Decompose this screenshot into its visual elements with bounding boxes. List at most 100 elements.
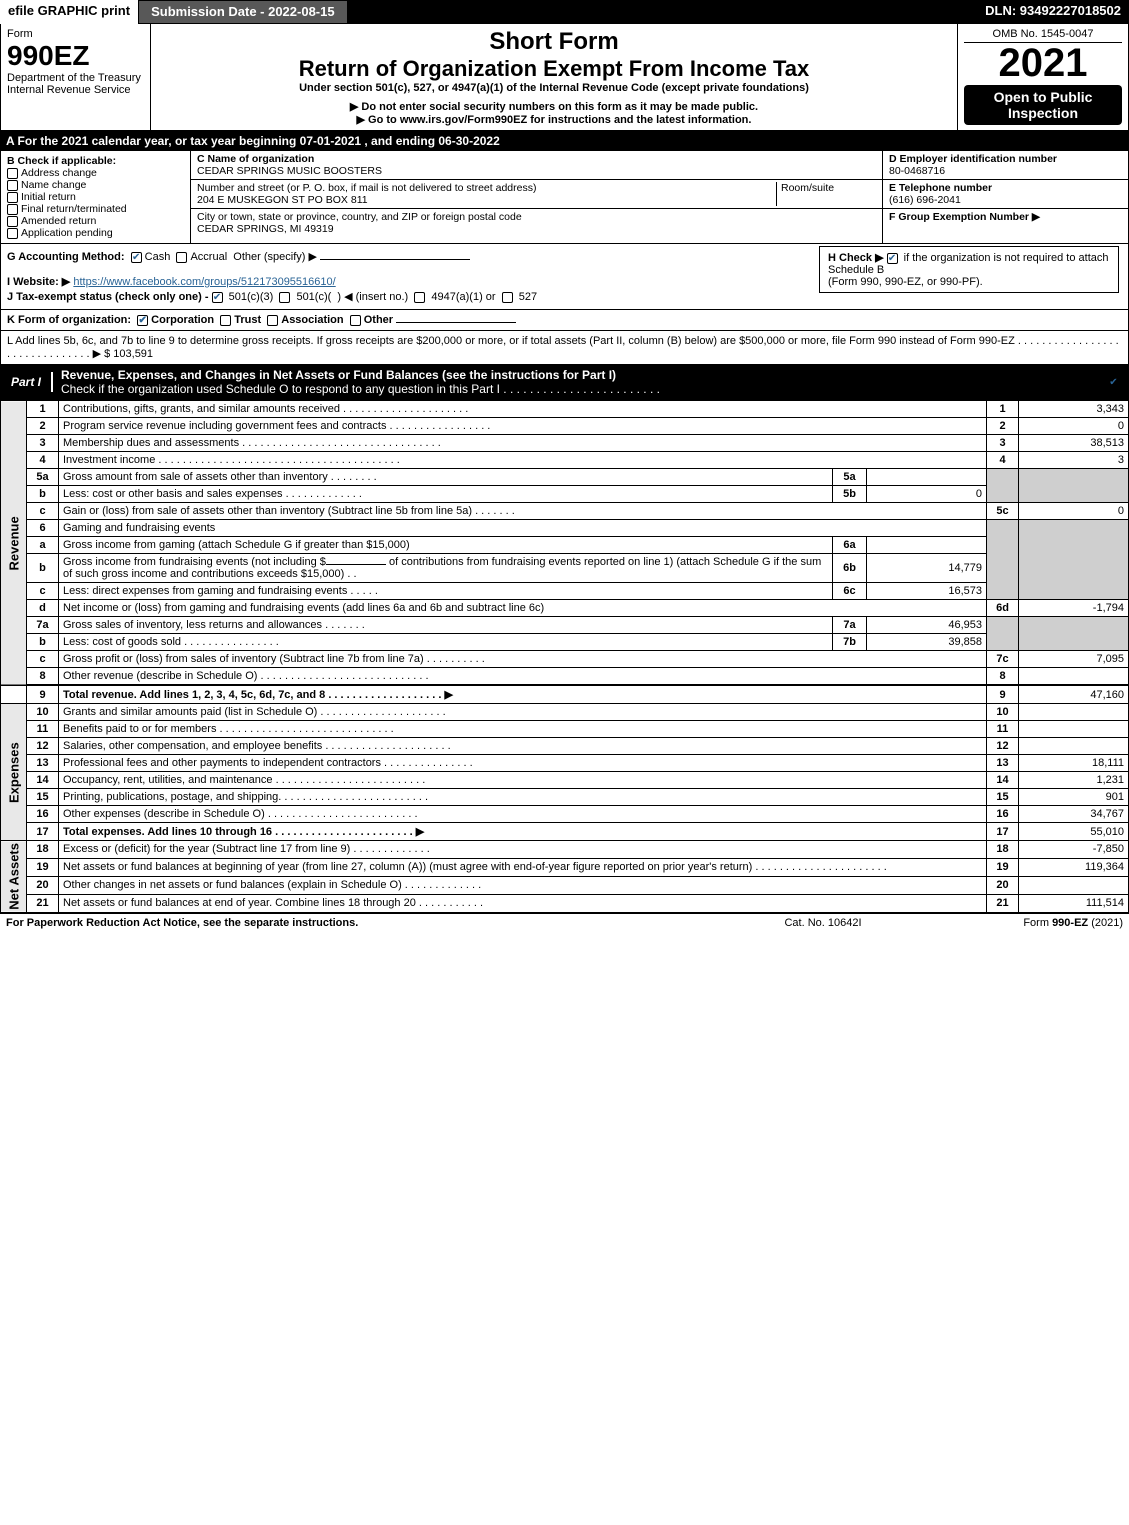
part-i-title: Revenue, Expenses, and Changes in Net As… [61,368,616,382]
table-row: Expenses 10Grants and similar amounts pa… [1,704,1129,721]
paperwork-notice: For Paperwork Reduction Act Notice, see … [6,917,723,929]
j-label: J Tax-exempt status (check only one) - [7,291,212,303]
check-other-org[interactable] [350,315,361,326]
table-row: Net Assets 18Excess or (deficit) for the… [1,841,1129,859]
form-version: Form 990-EZ (2021) [923,917,1123,929]
part-i-sub: Check if the organization used Schedule … [61,382,660,396]
table-row: 13Professional fees and other payments t… [1,755,1129,772]
table-row: 8Other revenue (describe in Schedule O) … [1,668,1129,686]
h-label: H Check ▶ [828,252,887,264]
table-row: 15Printing, publications, postage, and s… [1,789,1129,806]
h-text2: (Form 990, 990-EZ, or 990-PF). [828,276,983,288]
section-subtitle: Under section 501(c), 527, or 4947(a)(1)… [157,82,951,94]
table-row: bGross income from fundraising events (n… [1,554,1129,583]
check-name-change[interactable]: Name change [7,179,184,191]
check-cash[interactable] [131,252,142,263]
table-row: cGain or (loss) from sale of assets othe… [1,503,1129,520]
table-row: cLess: direct expenses from gaming and f… [1,583,1129,600]
table-row: 19Net assets or fund balances at beginni… [1,858,1129,876]
i-label: I Website: ▶ [7,276,70,288]
ssn-warning: ▶ Do not enter social security numbers o… [157,100,951,113]
expenses-section-label: Expenses [1,704,27,841]
tax-year: 2021 [964,43,1122,83]
line-1-desc: Contributions, gifts, grants, and simila… [59,401,987,418]
table-row: 4Investment income . . . . . . . . . . .… [1,452,1129,469]
check-address-change[interactable]: Address change [7,167,184,179]
revenue-expenses-table: Revenue 1 Contributions, gifts, grants, … [0,400,1129,913]
return-title: Return of Organization Exempt From Incom… [157,56,951,82]
table-row: 20Other changes in net assets or fund ba… [1,876,1129,894]
ein-value: 80-0468716 [889,165,945,177]
table-row: Revenue 1 Contributions, gifts, grants, … [1,401,1129,418]
check-initial-return[interactable]: Initial return [7,191,184,203]
part-i-tag: Part I [1,372,53,392]
check-application-pending[interactable]: Application pending [7,227,184,239]
check-accrual[interactable] [176,252,187,263]
cash-label: Cash [145,251,171,263]
netassets-section-label: Net Assets [1,841,27,913]
line-1-box: 1 [987,401,1019,418]
section-b-through-f: B Check if applicable: Address change Na… [0,151,1129,244]
instructions-link[interactable]: ▶ Go to www.irs.gov/Form990EZ for instru… [157,113,951,126]
b-header: B Check if applicable: [7,155,184,167]
e-tel-label: E Telephone number [889,182,992,194]
room-suite-label: Room/suite [781,182,834,194]
submission-date: Submission Date - 2022-08-15 [138,0,348,24]
c-name-label: C Name of organization [197,153,314,165]
catalog-number: Cat. No. 10642I [723,917,923,929]
street-address: 204 E MUSKEGON ST PO BOX 811 [197,194,368,206]
topbar: efile GRAPHIC print Submission Date - 20… [0,0,1129,24]
irs-label: Internal Revenue Service [7,84,144,96]
table-row: dNet income or (loss) from gaming and fu… [1,600,1129,617]
check-sched-b-not-req[interactable] [887,253,898,264]
line-l: L Add lines 5b, 6c, and 7b to line 9 to … [0,331,1129,365]
revenue-section-label: Revenue [1,401,27,686]
open-to-public: Open to Public Inspection [964,85,1122,125]
check-corporation[interactable] [137,315,148,326]
d-ein-label: D Employer identification number [889,153,1057,165]
lines-g-through-j: G Accounting Method: Cash Accrual Other … [0,244,1129,310]
table-row: bLess: cost of goods sold . . . . . . . … [1,634,1129,651]
addr-label: Number and street (or P. O. box, if mail… [197,182,536,194]
table-row: bLess: cost or other basis and sales exp… [1,486,1129,503]
check-association[interactable] [267,315,278,326]
dept-treasury: Department of the Treasury [7,72,144,84]
table-row: cGross profit or (loss) from sales of in… [1,651,1129,668]
gross-receipts: 103,591 [113,348,153,360]
check-amended-return[interactable]: Amended return [7,215,184,227]
line-1-num: 1 [27,401,59,418]
form-number: 990EZ [7,40,144,72]
website-link[interactable]: https://www.facebook.com/groups/51217309… [73,276,335,288]
table-row: 17Total expenses. Add lines 10 through 1… [1,823,1129,841]
telephone: (616) 696-2041 [889,194,961,206]
table-row: 3Membership dues and assessments . . . .… [1,435,1129,452]
table-row: 14Occupancy, rent, utilities, and mainte… [1,772,1129,789]
table-row: 9Total revenue. Add lines 1, 2, 3, 4, 5c… [1,685,1129,704]
other-label: Other (specify) ▶ [233,251,317,263]
g-label: G Accounting Method: [7,251,125,263]
f-group-label: F Group Exemption Number ▶ [889,211,1040,223]
efile-print-label[interactable]: efile GRAPHIC print [0,0,138,24]
check-schedule-o-part-i[interactable] [1108,377,1119,388]
table-row: 6Gaming and fundraising events [1,520,1129,537]
table-row: 2Program service revenue including gover… [1,418,1129,435]
city-label: City or town, state or province, country… [197,211,522,223]
table-row: 16Other expenses (describe in Schedule O… [1,806,1129,823]
dln: DLN: 93492227018502 [977,0,1129,24]
line-k: K Form of organization: Corporation Trus… [0,310,1129,331]
page-footer: For Paperwork Reduction Act Notice, see … [0,913,1129,932]
check-final-return[interactable]: Final return/terminated [7,203,184,215]
check-501c3[interactable] [212,292,223,303]
check-trust[interactable] [220,315,231,326]
h-schedule-b-box: H Check ▶ if the organization is not req… [819,246,1119,293]
table-row: 12Salaries, other compensation, and empl… [1,738,1129,755]
line-1-amt: 3,343 [1019,401,1129,418]
table-row: 11Benefits paid to or for members . . . … [1,721,1129,738]
org-name: CEDAR SPRINGS MUSIC BOOSTERS [197,165,382,177]
form-label: Form [7,28,144,40]
form-header: Form 990EZ Department of the Treasury In… [0,24,1129,131]
table-row: 5aGross amount from sale of assets other… [1,469,1129,486]
row-a-tax-year: A For the 2021 calendar year, or tax yea… [0,131,1129,151]
accrual-label: Accrual [190,251,227,263]
table-row: aGross income from gaming (attach Schedu… [1,537,1129,554]
